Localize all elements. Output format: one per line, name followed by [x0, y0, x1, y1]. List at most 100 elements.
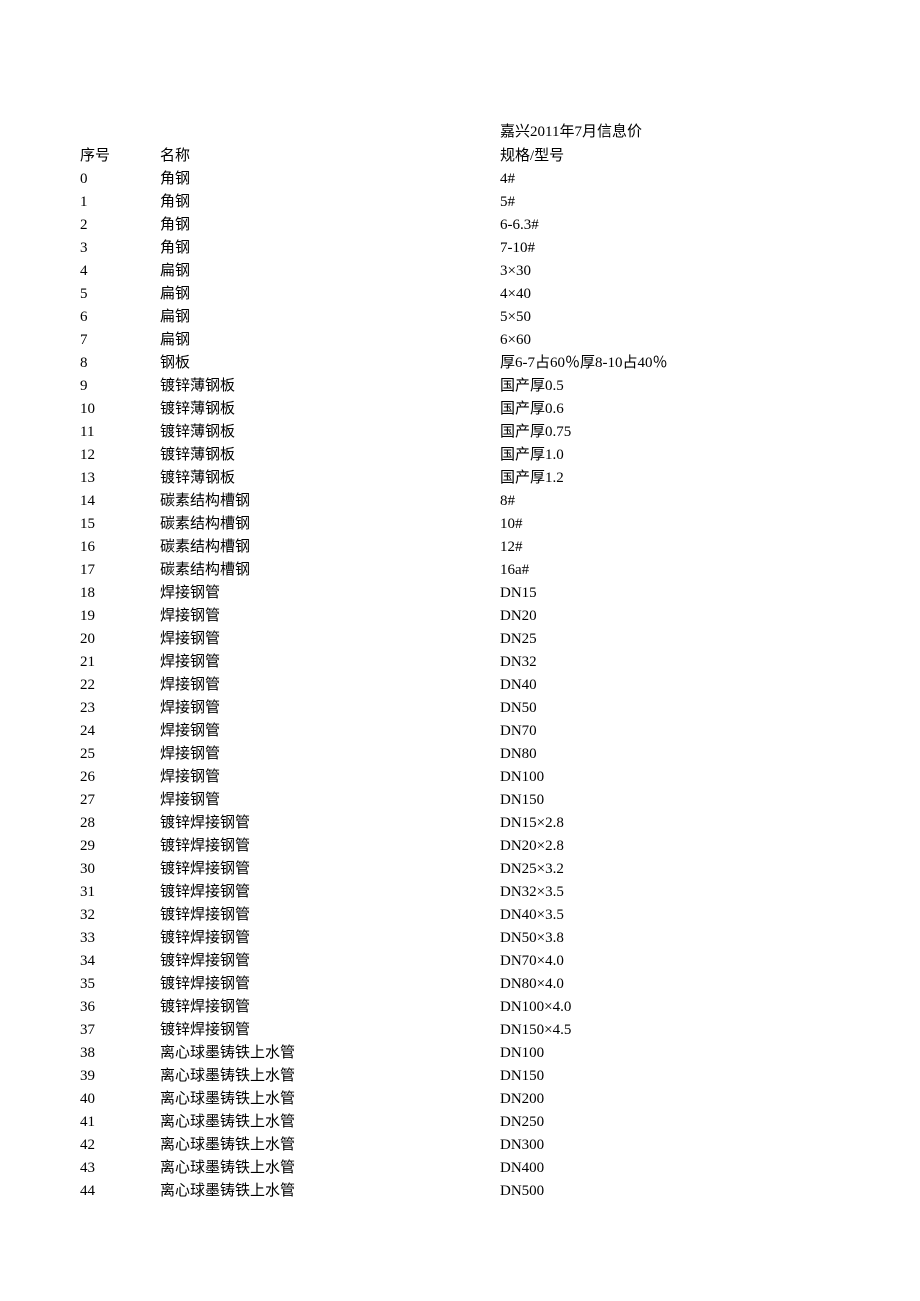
table-header: 序号 名称 规格/型号: [80, 145, 840, 168]
table-row: 1角钢5#: [80, 191, 840, 214]
cell-name: 扁钢: [160, 306, 500, 329]
cell-spec: DN25×3.2: [500, 858, 840, 881]
cell-seq: 35: [80, 973, 160, 996]
cell-seq: 41: [80, 1111, 160, 1134]
cell-seq: 10: [80, 398, 160, 421]
table-row: 42离心球墨铸铁上水管DN300: [80, 1134, 840, 1157]
cell-seq: 19: [80, 605, 160, 628]
cell-seq: 43: [80, 1157, 160, 1180]
cell-name: 镀锌焊接钢管: [160, 1019, 500, 1042]
cell-spec: DN50: [500, 697, 840, 720]
table-row: 38离心球墨铸铁上水管DN100: [80, 1042, 840, 1065]
cell-name: 碳素结构槽钢: [160, 513, 500, 536]
cell-spec: DN32×3.5: [500, 881, 840, 904]
cell-name: 镀锌薄钢板: [160, 467, 500, 490]
cell-name: 焊接钢管: [160, 720, 500, 743]
table-row: 7扁钢6×60: [80, 329, 840, 352]
cell-spec: DN25: [500, 628, 840, 651]
table-row: 43离心球墨铸铁上水管DN400: [80, 1157, 840, 1180]
cell-spec: 16a#: [500, 559, 840, 582]
header-seq: 序号: [80, 145, 160, 168]
cell-name: 镀锌焊接钢管: [160, 881, 500, 904]
cell-name: 离心球墨铸铁上水管: [160, 1134, 500, 1157]
cell-name: 离心球墨铸铁上水管: [160, 1065, 500, 1088]
cell-spec: DN20×2.8: [500, 835, 840, 858]
cell-seq: 30: [80, 858, 160, 881]
cell-seq: 9: [80, 375, 160, 398]
table-row: 31镀锌焊接钢管DN32×3.5: [80, 881, 840, 904]
cell-name: 扁钢: [160, 329, 500, 352]
table-body: 0角钢4#1角钢5#2角钢6-6.3#3角钢7-10#4扁钢3×305扁钢4×4…: [80, 168, 840, 1203]
cell-seq: 14: [80, 490, 160, 513]
header-spec: 规格/型号: [500, 145, 840, 168]
cell-seq: 22: [80, 674, 160, 697]
cell-seq: 31: [80, 881, 160, 904]
cell-spec: 国产厚0.75: [500, 421, 840, 444]
cell-spec: DN50×3.8: [500, 927, 840, 950]
table-row: 26焊接钢管DN100: [80, 766, 840, 789]
cell-name: 扁钢: [160, 260, 500, 283]
cell-seq: 11: [80, 421, 160, 444]
cell-name: 镀锌焊接钢管: [160, 996, 500, 1019]
table-row: 28镀锌焊接钢管DN15×2.8: [80, 812, 840, 835]
cell-name: 扁钢: [160, 283, 500, 306]
cell-name: 镀锌薄钢板: [160, 375, 500, 398]
cell-seq: 12: [80, 444, 160, 467]
cell-name: 镀锌焊接钢管: [160, 904, 500, 927]
cell-spec: 12#: [500, 536, 840, 559]
table-row: 25焊接钢管DN80: [80, 743, 840, 766]
cell-seq: 17: [80, 559, 160, 582]
cell-name: 焊接钢管: [160, 582, 500, 605]
cell-seq: 33: [80, 927, 160, 950]
cell-name: 角钢: [160, 168, 500, 191]
cell-name: 碳素结构槽钢: [160, 559, 500, 582]
table-row: 4扁钢3×30: [80, 260, 840, 283]
cell-seq: 26: [80, 766, 160, 789]
table-row: 16碳素结构槽钢12#: [80, 536, 840, 559]
table-row: 41离心球墨铸铁上水管DN250: [80, 1111, 840, 1134]
cell-name: 镀锌焊接钢管: [160, 835, 500, 858]
cell-seq: 24: [80, 720, 160, 743]
table-row: 22焊接钢管DN40: [80, 674, 840, 697]
cell-name: 镀锌焊接钢管: [160, 858, 500, 881]
table-row: 40离心球墨铸铁上水管DN200: [80, 1088, 840, 1111]
cell-name: 角钢: [160, 214, 500, 237]
cell-name: 焊接钢管: [160, 651, 500, 674]
cell-seq: 27: [80, 789, 160, 812]
cell-seq: 3: [80, 237, 160, 260]
cell-spec: DN80×4.0: [500, 973, 840, 996]
cell-name: 角钢: [160, 237, 500, 260]
cell-seq: 32: [80, 904, 160, 927]
cell-name: 角钢: [160, 191, 500, 214]
cell-seq: 21: [80, 651, 160, 674]
table-row: 29镀锌焊接钢管DN20×2.8: [80, 835, 840, 858]
cell-name: 焊接钢管: [160, 674, 500, 697]
cell-name: 离心球墨铸铁上水管: [160, 1180, 500, 1203]
cell-seq: 8: [80, 352, 160, 375]
cell-spec: 6×60: [500, 329, 840, 352]
cell-spec: 4×40: [500, 283, 840, 306]
cell-spec: DN400: [500, 1157, 840, 1180]
cell-spec: DN32: [500, 651, 840, 674]
table-row: 21焊接钢管DN32: [80, 651, 840, 674]
cell-seq: 13: [80, 467, 160, 490]
cell-seq: 23: [80, 697, 160, 720]
cell-name: 钢板: [160, 352, 500, 375]
cell-name: 镀锌焊接钢管: [160, 927, 500, 950]
cell-seq: 34: [80, 950, 160, 973]
table-row: 27焊接钢管DN150: [80, 789, 840, 812]
cell-spec: DN70: [500, 720, 840, 743]
table-row: 15碳素结构槽钢10#: [80, 513, 840, 536]
table-row: 3角钢7-10#: [80, 237, 840, 260]
cell-spec: DN15×2.8: [500, 812, 840, 835]
cell-name: 焊接钢管: [160, 605, 500, 628]
cell-spec: DN150: [500, 1065, 840, 1088]
cell-spec: 5#: [500, 191, 840, 214]
table-row: 35镀锌焊接钢管DN80×4.0: [80, 973, 840, 996]
page-title: 嘉兴2011年7月信息价: [500, 120, 840, 141]
table-row: 44离心球墨铸铁上水管DN500: [80, 1180, 840, 1203]
cell-spec: 4#: [500, 168, 840, 191]
cell-spec: DN40: [500, 674, 840, 697]
cell-spec: DN200: [500, 1088, 840, 1111]
cell-seq: 28: [80, 812, 160, 835]
